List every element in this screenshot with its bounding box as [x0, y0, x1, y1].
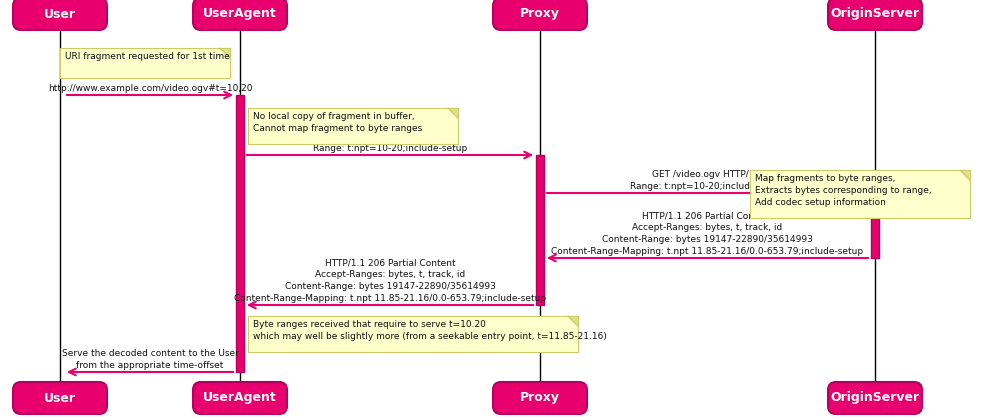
- Text: Map fragments to byte ranges,
Extracts bytes corresponding to range,
Add codec s: Map fragments to byte ranges, Extracts b…: [755, 174, 932, 207]
- Text: OriginServer: OriginServer: [830, 391, 920, 404]
- FancyBboxPatch shape: [828, 382, 922, 414]
- Text: HTTP/1.1 206 Partial Content
Accept-Ranges: bytes, t, track, id
Content-Range: b: HTTP/1.1 206 Partial Content Accept-Rang…: [551, 212, 864, 256]
- Text: Byte ranges received that require to serve t=10.20
which may well be slightly mo: Byte ranges received that require to ser…: [253, 320, 607, 341]
- Text: Proxy: Proxy: [520, 8, 560, 21]
- FancyBboxPatch shape: [828, 0, 922, 30]
- Text: User: User: [44, 391, 76, 404]
- FancyBboxPatch shape: [13, 382, 107, 414]
- FancyBboxPatch shape: [13, 0, 107, 30]
- FancyBboxPatch shape: [493, 0, 587, 30]
- FancyBboxPatch shape: [871, 193, 879, 258]
- FancyBboxPatch shape: [193, 382, 287, 414]
- Text: Proxy: Proxy: [520, 391, 560, 404]
- Text: No local copy of fragment in buffer,
Cannot map fragment to byte ranges: No local copy of fragment in buffer, Can…: [253, 112, 422, 133]
- Polygon shape: [220, 48, 230, 58]
- FancyBboxPatch shape: [248, 108, 458, 144]
- Text: User: User: [44, 8, 76, 21]
- Text: HTTP/1.1 206 Partial Content
Accept-Ranges: bytes, t, track, id
Content-Range: b: HTTP/1.1 206 Partial Content Accept-Rang…: [234, 259, 546, 303]
- FancyBboxPatch shape: [60, 48, 230, 78]
- Polygon shape: [568, 316, 578, 326]
- FancyBboxPatch shape: [248, 316, 578, 352]
- Text: URI fragment requested for 1st time: URI fragment requested for 1st time: [65, 52, 230, 61]
- FancyBboxPatch shape: [236, 95, 244, 372]
- Text: OriginServer: OriginServer: [830, 8, 920, 21]
- FancyBboxPatch shape: [536, 155, 544, 305]
- Text: UserAgent: UserAgent: [203, 391, 277, 404]
- Text: http://www.example.com/video.ogv#t=10,20: http://www.example.com/video.ogv#t=10,20: [48, 84, 252, 93]
- FancyBboxPatch shape: [493, 382, 587, 414]
- Text: GET /video.ogv HTTP/1.1
Range: t:npt=10-20;include-setup: GET /video.ogv HTTP/1.1 Range: t:npt=10-…: [630, 170, 785, 191]
- Text: GET /video.ogv HTTP/1.1
Range: t:npt=10-20;include-setup: GET /video.ogv HTTP/1.1 Range: t:npt=10-…: [313, 132, 467, 153]
- Text: UserAgent: UserAgent: [203, 8, 277, 21]
- Polygon shape: [960, 170, 970, 180]
- FancyBboxPatch shape: [193, 0, 287, 30]
- Polygon shape: [448, 108, 458, 118]
- FancyBboxPatch shape: [750, 170, 970, 218]
- Text: Serve the decoded content to the User
from the appropriate time-offset: Serve the decoded content to the User fr…: [62, 349, 238, 370]
